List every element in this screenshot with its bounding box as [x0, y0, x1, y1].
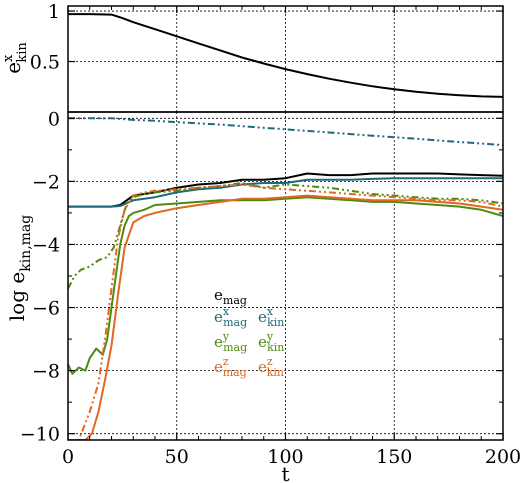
- legend-entry-2: ex kin: [258, 305, 284, 329]
- bottom-y-tick-label: −8: [32, 361, 60, 383]
- svg-text:log ekin,mag: log ekin,mag: [5, 215, 34, 321]
- legend-entry-3: ey mag: [214, 330, 247, 354]
- top-y-tick-label: 1: [48, 1, 60, 23]
- bottom-y-tick-label: −6: [32, 298, 60, 320]
- legend-entry-0: emag: [214, 286, 247, 307]
- svg-text:exkin: exkin: [1, 42, 30, 74]
- x-tick-label: 0: [62, 446, 74, 468]
- top-y-tick-label: 0.5: [30, 52, 60, 74]
- bottom-y-tick-label: 0: [48, 108, 60, 130]
- bottom-series-6-line: [68, 183, 503, 440]
- legend-entry-1: ex mag: [214, 305, 247, 329]
- legend-entry-6: ez kin: [258, 355, 284, 379]
- bottom-y-tick-label: −2: [32, 171, 60, 193]
- bottom-series-0-line: [68, 172, 503, 208]
- x-tick-label: 100: [267, 446, 303, 468]
- x-tick-label: 200: [485, 446, 521, 468]
- top-series-0-line: [68, 13, 503, 98]
- legend-entry-4: ey kin: [258, 330, 284, 354]
- bottom-y-tick-label: −4: [32, 234, 60, 256]
- x-tick-label: 50: [165, 446, 189, 468]
- x-axis-label: t: [281, 462, 289, 483]
- bottom-series-4-line: [68, 182, 503, 290]
- bottom-series-5-line: [68, 194, 503, 440]
- bottom-y-axis-label: log ekin,mag: [5, 215, 34, 321]
- bottom-series-2-line: [68, 117, 503, 147]
- x-tick-label: 150: [376, 446, 412, 468]
- top-y-axis-label: exkin: [1, 42, 30, 74]
- legend-entry-5: ez mag: [214, 355, 247, 379]
- bottom-y-tick-label: −10: [20, 424, 60, 446]
- bottom-series-3-line: [68, 196, 503, 375]
